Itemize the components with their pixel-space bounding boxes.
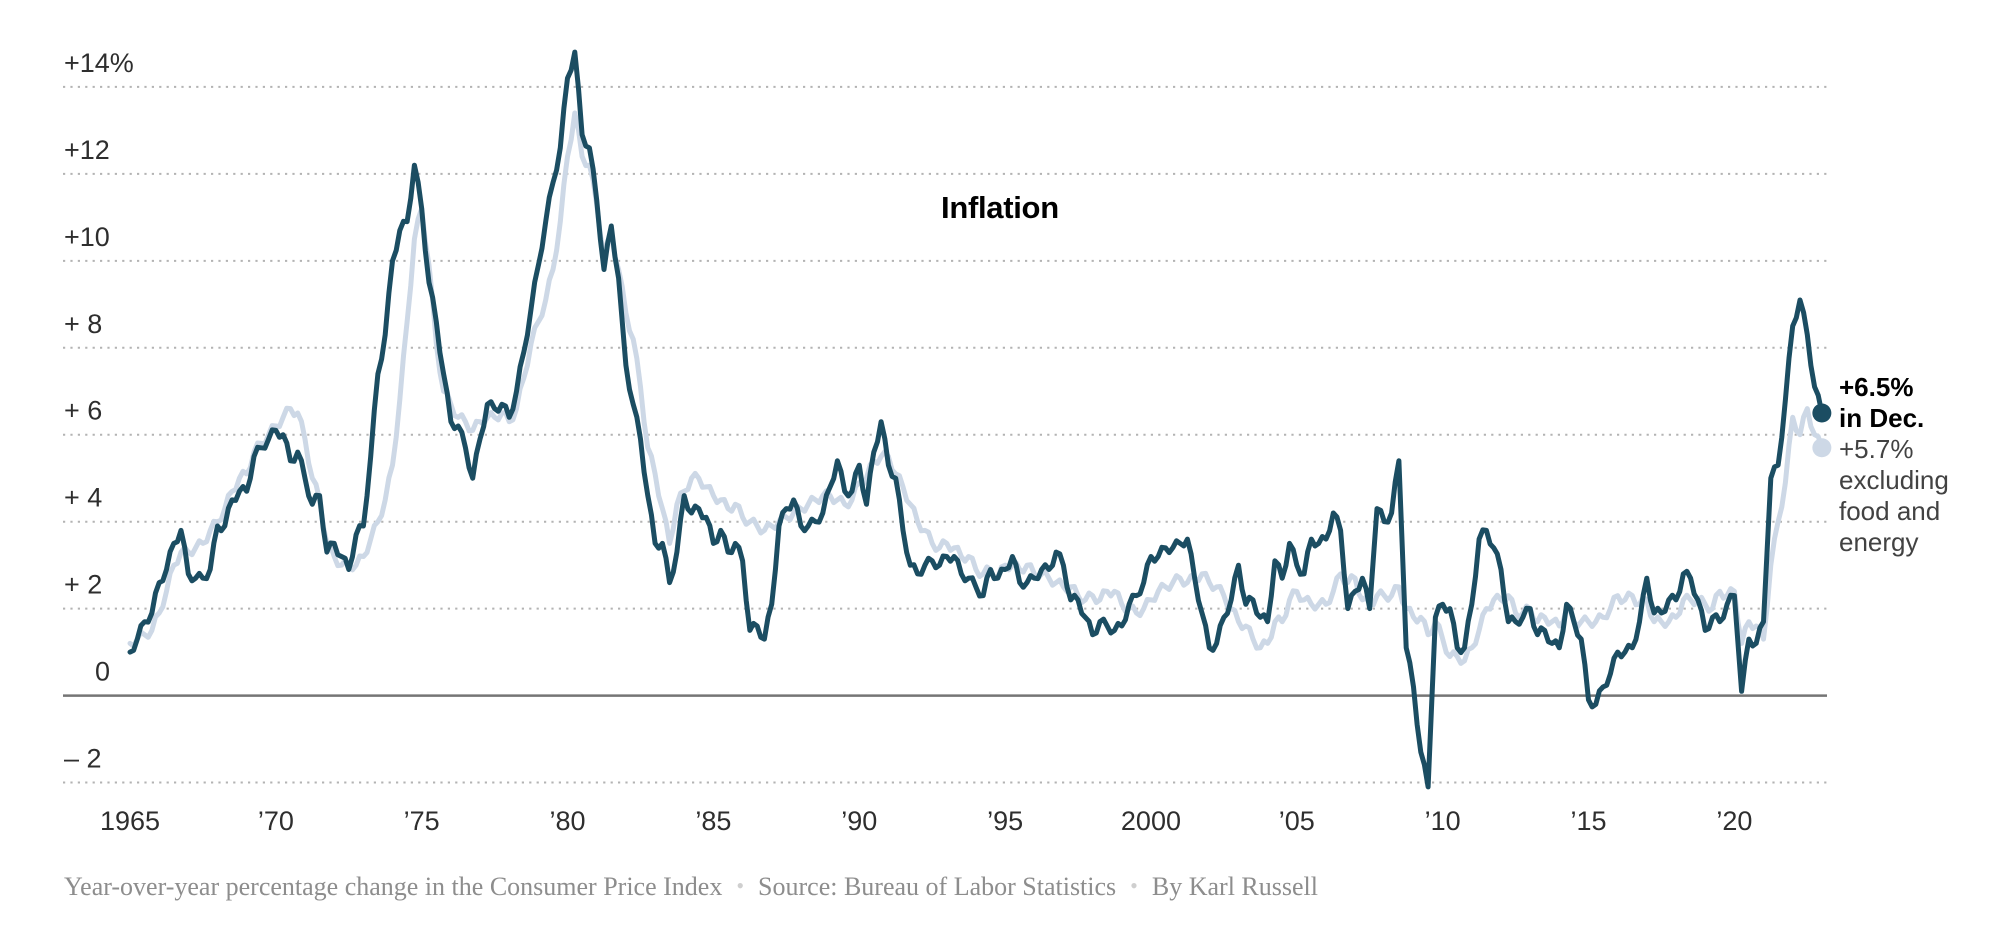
core-cpi-excluding-food-and-energy-line [127, 110, 1825, 666]
y-axis-label-2: + 2 [64, 570, 102, 600]
x-axis-label-1965: 1965 [100, 806, 160, 836]
y-axis-label-8: + 8 [64, 309, 102, 339]
footer-source: Source: Bureau of Labor Statistics [758, 872, 1117, 901]
footer-caption: Year-over-year percentage change in the … [64, 872, 723, 901]
x-axis-label-1970: ’70 [258, 806, 294, 836]
annotation-headline-latest: +6.5% in Dec. [1839, 372, 1924, 434]
y-axis-label-14: +14% [64, 48, 134, 78]
y-axis-label-10: +10 [64, 222, 110, 252]
x-axis-label-1995: ’95 [987, 806, 1023, 836]
footer-separator-icon: • [736, 873, 745, 898]
annotation-headline-value: +6.5% [1839, 372, 1914, 402]
x-axis-label-1985: ’85 [695, 806, 731, 836]
footer-separator-icon: • [1130, 873, 1138, 898]
chart-title: Inflation [941, 190, 1059, 225]
core-cpi-excluding-food-and-energy-endpoint-dot [1812, 438, 1832, 458]
annotation-core-description: excluding food and energy [1839, 465, 1949, 557]
annotation-core-value: +5.7% [1839, 434, 1914, 464]
x-axis-label-2010: ’10 [1425, 806, 1461, 836]
y-axis-label-4: + 4 [64, 483, 102, 513]
y-axis-label-0: 0 [95, 657, 110, 687]
y-axis-label-6: + 6 [64, 396, 102, 426]
x-axis-label-2020: ’20 [1716, 806, 1752, 836]
x-axis-label-2005: ’05 [1279, 806, 1315, 836]
x-axis-label-2000: 2000 [1121, 806, 1181, 836]
chart-footer: Year-over-year percentage change in the … [64, 872, 1964, 902]
x-axis-label-1975: ’75 [404, 806, 440, 836]
x-axis-label-1990: ’90 [841, 806, 877, 836]
x-axis-label-1980: ’80 [550, 806, 586, 836]
footer-byline: By Karl Russell [1151, 872, 1318, 901]
annotation-headline-period: in Dec. [1839, 403, 1925, 433]
headline-cpi-endpoint-dot [1812, 403, 1832, 423]
headline-cpi-line [127, 49, 1825, 790]
x-axis-label-2015: ’15 [1570, 806, 1606, 836]
y-axis-label--2: – 2 [64, 744, 102, 774]
annotation-core-latest: +5.7% excluding food and energy [1839, 434, 1981, 558]
y-axis-label-12: +12 [64, 135, 110, 165]
